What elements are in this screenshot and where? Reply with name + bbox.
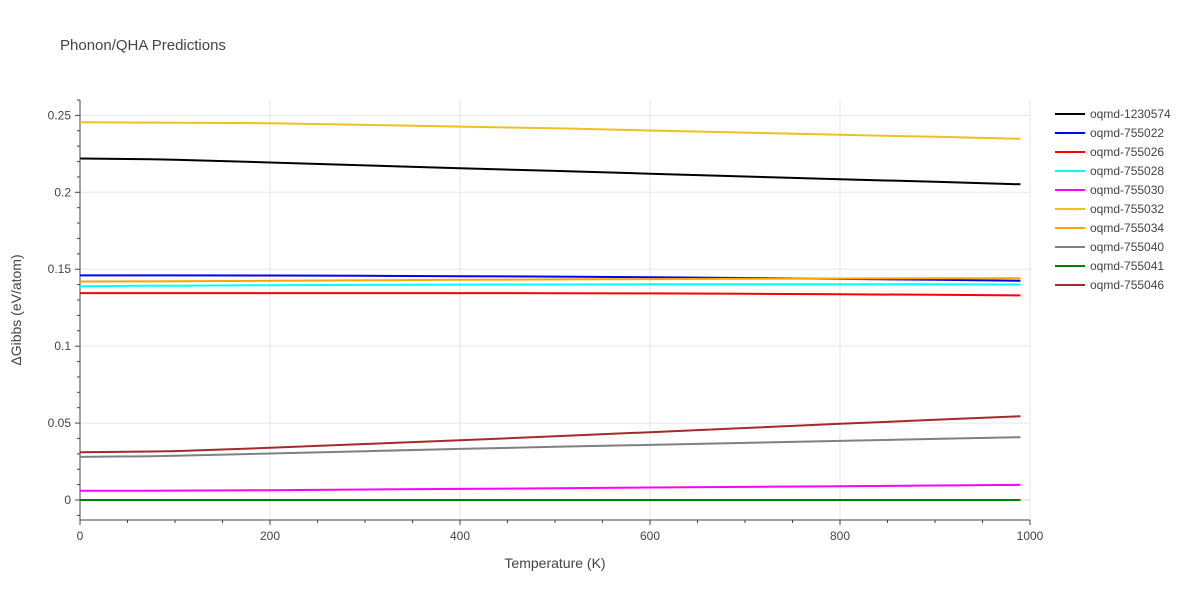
legend-label: oqmd-755041 bbox=[1090, 259, 1164, 273]
legend-label: oqmd-755028 bbox=[1090, 164, 1164, 178]
x-tick-label: 200 bbox=[260, 529, 280, 543]
x-tick-label: 0 bbox=[77, 529, 84, 543]
series-line bbox=[79, 157, 1021, 186]
series-line bbox=[80, 483, 1021, 492]
legend-label: oqmd-755046 bbox=[1090, 278, 1164, 292]
series-line bbox=[79, 283, 1021, 288]
x-tick-label: 600 bbox=[640, 529, 660, 543]
legend-label: oqmd-755030 bbox=[1090, 183, 1164, 197]
series-line bbox=[79, 121, 1021, 140]
series-line bbox=[80, 292, 1021, 297]
legend-label: oqmd-1230574 bbox=[1090, 107, 1171, 121]
series-line bbox=[79, 277, 1021, 283]
y-tick-label: 0.15 bbox=[48, 262, 72, 276]
y-tick-label: 0.05 bbox=[48, 416, 72, 430]
legend-label: oqmd-755022 bbox=[1090, 126, 1164, 140]
y-axis-label: ΔGibbs (eV/atom) bbox=[8, 254, 24, 365]
y-tick-label: 0.25 bbox=[48, 108, 72, 122]
y-tick-label: 0 bbox=[64, 493, 71, 507]
chart-title: Phonon/QHA Predictions bbox=[60, 37, 226, 54]
legend-label: oqmd-755040 bbox=[1090, 240, 1164, 254]
x-tick-label: 400 bbox=[450, 529, 470, 543]
y-tick-label: 0.1 bbox=[54, 339, 71, 353]
legend-label: oqmd-755026 bbox=[1090, 145, 1164, 159]
series-line bbox=[79, 436, 1021, 458]
axes bbox=[75, 99, 1031, 525]
series-lines bbox=[79, 121, 1021, 501]
x-axis-label: Temperature (K) bbox=[504, 555, 605, 571]
tick-labels: 0 200 400 600 800 1000 0 0.05 0.1 0.15 0.2 0.25 bbox=[48, 108, 1044, 543]
legend: oqmd-1230574 oqmd-755022 oqmd-755026 oqmd-7… bbox=[1055, 107, 1171, 292]
legend-label: oqmd-755034 bbox=[1090, 221, 1164, 235]
x-tick-label: 800 bbox=[830, 529, 850, 543]
series-line bbox=[79, 415, 1021, 454]
x-tick-label: 1000 bbox=[1017, 529, 1044, 543]
y-tick-label: 0.2 bbox=[54, 185, 71, 199]
legend-label: oqmd-755032 bbox=[1090, 202, 1164, 216]
